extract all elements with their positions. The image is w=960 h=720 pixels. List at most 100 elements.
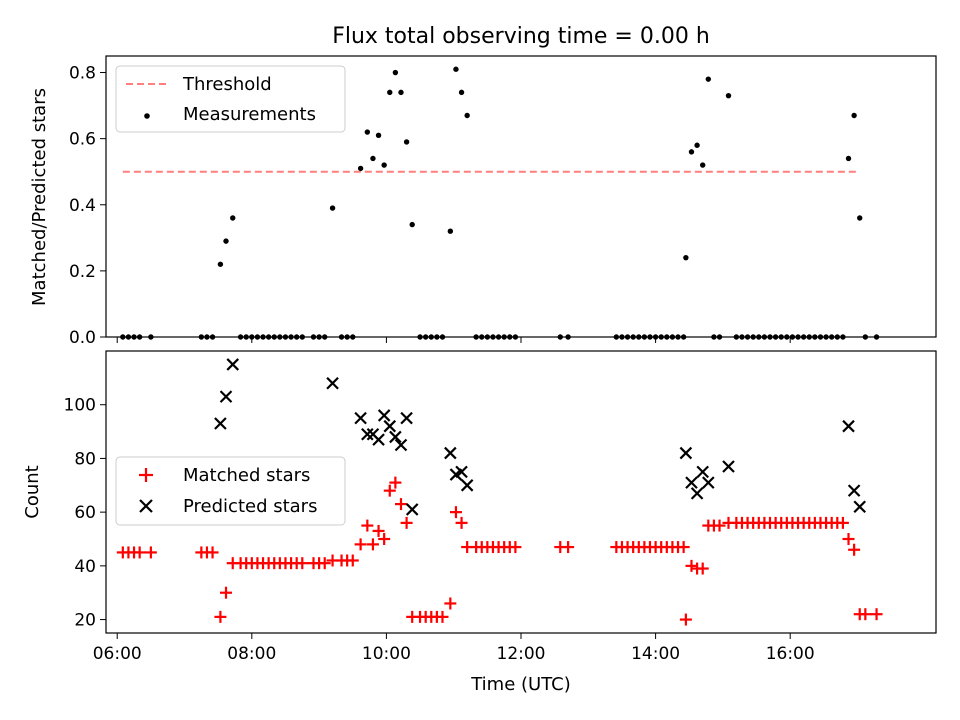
- bottom-legend-box: [115, 456, 346, 526]
- matched-star-point: [400, 516, 413, 529]
- matched-star-point: [361, 519, 374, 532]
- measurement-point: [772, 334, 779, 340]
- x-tick-label: 06:00: [93, 644, 142, 664]
- measurement-point: [223, 238, 229, 244]
- top-panel-y-axis-label: Matched/Predicted stars: [29, 88, 50, 306]
- matched-star-point: [372, 524, 385, 537]
- measurement-point: [198, 334, 205, 340]
- measurement-point: [495, 334, 502, 340]
- measurement-point: [299, 334, 305, 340]
- predicted-star-point: [383, 419, 397, 433]
- measurement-point: [260, 334, 266, 340]
- matched-star-point: [509, 541, 522, 554]
- matched-star-point: [679, 613, 692, 626]
- matched-star-point: [378, 533, 391, 545]
- measurement-point: [125, 334, 132, 340]
- legend-measurements-swatch: [144, 113, 150, 119]
- measurement-point: [458, 89, 465, 96]
- measurement-point: [439, 334, 446, 340]
- measurement-point: [473, 334, 479, 340]
- top-y-tick-label: 0.8: [69, 64, 96, 84]
- measurement-point: [338, 334, 345, 340]
- measurement-point: [209, 334, 216, 340]
- measurement-point: [204, 334, 210, 340]
- bottom-y-tick-label: 80: [74, 449, 96, 469]
- measurement-point: [823, 334, 829, 340]
- measurement-point: [422, 334, 429, 340]
- measurement-point: [398, 89, 404, 96]
- top-panel-y-ticks: 0.0 0.2 0.4 0.6 0.8: [69, 64, 106, 348]
- measurement-point: [636, 334, 642, 340]
- measurement-point: [795, 334, 801, 340]
- matched-star-point: [394, 498, 407, 511]
- measurement-point: [669, 334, 676, 340]
- predicted-star-point: [842, 419, 855, 433]
- matched-star-point: [436, 610, 449, 623]
- measurement-point: [750, 334, 756, 340]
- measurement-point: [613, 334, 620, 340]
- top-legend-box: [115, 65, 346, 133]
- measurement-point: [828, 334, 835, 340]
- measurement-point: [288, 334, 294, 340]
- predicted-star-point: [214, 417, 227, 430]
- measurement-point: [230, 215, 236, 221]
- matched-star-point: [859, 608, 872, 621]
- measurement-point: [851, 112, 857, 119]
- measurement-point: [501, 334, 507, 340]
- measurement-point: [293, 334, 300, 340]
- predicted-star-point: [361, 427, 374, 441]
- measurement-point: [739, 334, 745, 340]
- legend-matched-label: Matched stars: [183, 465, 310, 486]
- matched-star-point: [685, 559, 698, 572]
- predicted-star-point: [354, 411, 367, 425]
- measurement-point: [434, 334, 440, 340]
- measurement-point: [120, 334, 126, 340]
- measurement-point: [387, 89, 393, 96]
- matched-star-point: [444, 597, 457, 610]
- matched-star-point: [346, 554, 359, 567]
- matched-star-point: [383, 484, 396, 497]
- legend-matched-swatch: [139, 468, 153, 482]
- bottom-panel: 20 40 60 80 100 06:00 08:00 10:00 12:00 14:00 16:…: [22, 350, 937, 695]
- measurement-point: [310, 334, 317, 340]
- predicted-star-point: [853, 500, 867, 514]
- measurement-point: [243, 334, 249, 340]
- bottom-panel-marks: [116, 358, 883, 626]
- measurement-point: [265, 334, 272, 340]
- measurement-point: [512, 334, 519, 340]
- measurement-point: [237, 334, 244, 340]
- measurement-point: [834, 334, 840, 340]
- predicted-star-point: [847, 484, 861, 497]
- measurement-point: [417, 334, 423, 340]
- predicted-star-point: [722, 460, 735, 473]
- measurement-point: [862, 334, 869, 340]
- measurement-point: [131, 334, 137, 340]
- measurement-point: [711, 334, 717, 340]
- matched-star-point: [677, 541, 690, 554]
- top-legend: Threshold Measurements: [115, 65, 346, 133]
- matched-star-point: [318, 557, 331, 570]
- measurement-point: [344, 334, 350, 340]
- matched-star-point: [389, 476, 402, 489]
- x-tick-label: 14:00: [631, 644, 680, 664]
- measurement-point: [375, 132, 382, 139]
- measurement-point: [453, 66, 459, 72]
- measurement-point: [767, 334, 773, 340]
- measurement-point: [812, 334, 818, 340]
- measurement-point: [370, 155, 376, 162]
- measurement-point: [806, 334, 812, 340]
- measurement-point: [733, 334, 740, 340]
- matched-star-point: [354, 538, 367, 551]
- measurement-point: [282, 334, 289, 340]
- measurement-point: [664, 334, 670, 340]
- predicted-star-point: [219, 390, 233, 403]
- matched-star-point: [842, 533, 855, 545]
- measurement-point: [630, 334, 636, 340]
- top-panel: 0.00.20.40.60.8 Matched/Predicted stars …: [29, 55, 937, 348]
- measurement-point: [817, 334, 824, 340]
- measurement-point: [680, 334, 687, 340]
- matched-star-point: [144, 546, 157, 559]
- measurement-point: [840, 334, 846, 340]
- top-y-tick-label: 0.4: [69, 196, 96, 216]
